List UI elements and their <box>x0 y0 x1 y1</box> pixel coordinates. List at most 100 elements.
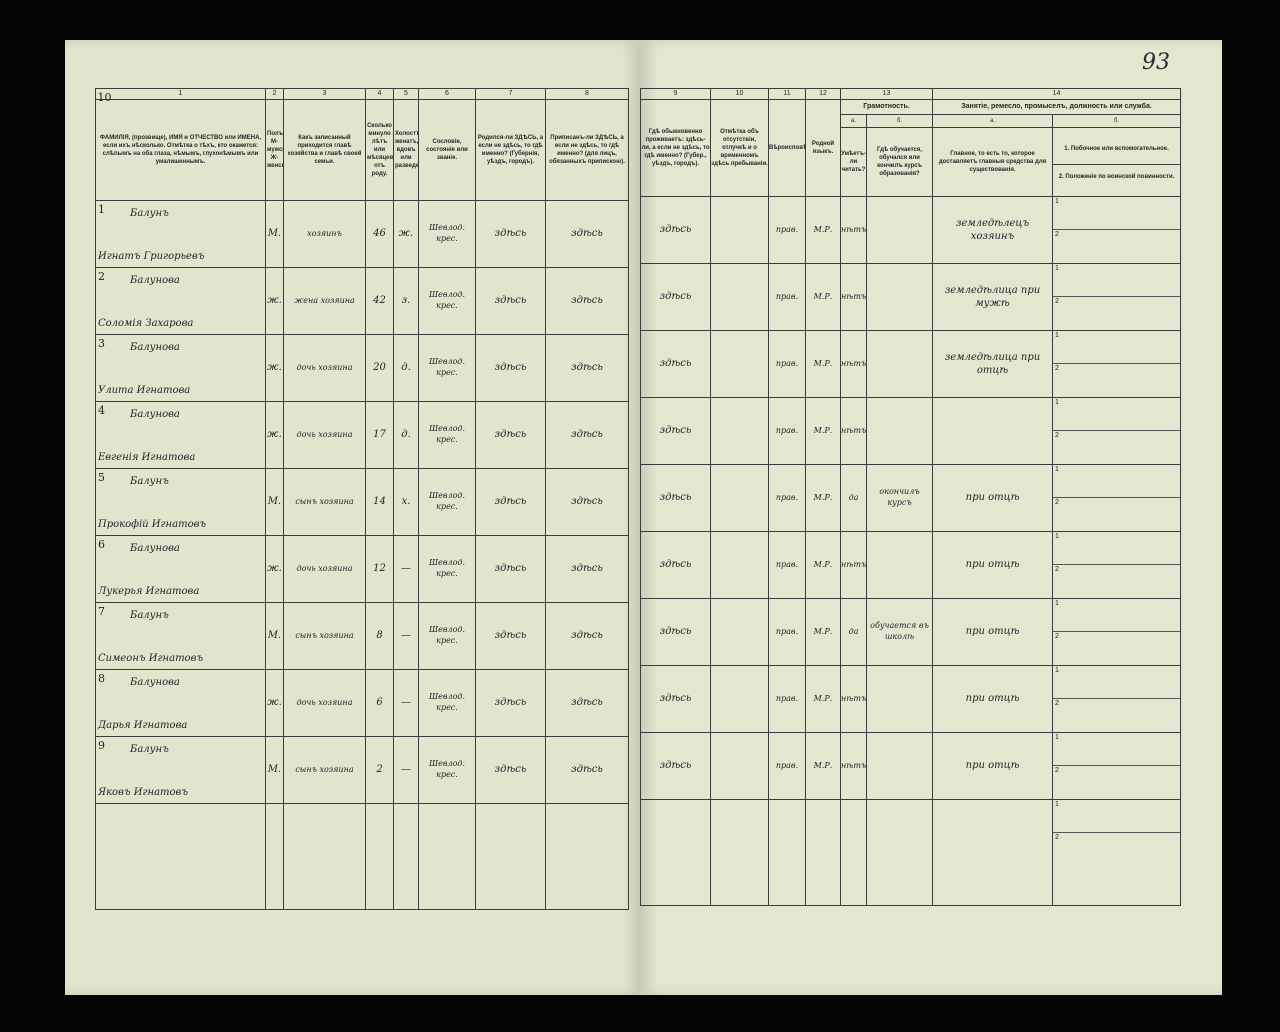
literate: нѣтъ <box>840 665 867 733</box>
marital-status: — <box>393 535 419 603</box>
language-text: М.Р. <box>813 693 833 703</box>
empty-cell <box>475 803 546 910</box>
table-row: 1 Балунъ Игнатъ Григорьевъ М. хозяинъ 46 ж. Шев… <box>95 200 629 268</box>
main-occupation-text: при отцѣ <box>965 693 1020 705</box>
column-header: Главное, то есть то, которое доставляетъ… <box>932 127 1054 197</box>
age: 2 <box>365 736 394 804</box>
age: 6 <box>365 669 394 737</box>
residence-text: здѣсь <box>659 693 692 705</box>
surname: Балунъ <box>130 610 169 621</box>
row-number: 8 <box>98 672 105 685</box>
sex: М. <box>265 468 284 536</box>
schooling <box>865 397 934 465</box>
birthplace-text: здѣсь <box>494 228 527 240</box>
registered-text: здѣсь <box>571 630 603 642</box>
absence <box>710 196 769 264</box>
right-page: 93 9 10 11 12 13 14 Гдѣ обыкновенно проживаетъ… <box>640 40 1222 995</box>
marital-status-text: д. <box>401 429 411 441</box>
sub-line-number: 1 <box>1053 399 1180 431</box>
residence-text: здѣсь <box>659 358 692 370</box>
birthplace: здѣсь <box>475 468 546 536</box>
row-number: 7 <box>98 605 105 618</box>
age-text: 20 <box>373 362 386 374</box>
registered-text: здѣсь <box>571 295 603 307</box>
empty-cell <box>545 803 629 910</box>
sex: М. <box>265 602 284 670</box>
registered-text: здѣсь <box>571 496 603 508</box>
name-cell: 9 Балунъ Яковъ Игнатовъ <box>95 736 266 804</box>
marital-status-text: з. <box>401 295 411 307</box>
surname: Балунова <box>130 677 180 688</box>
religion: прав. <box>768 665 806 733</box>
literate: нѣтъ <box>840 397 867 465</box>
empty-cell <box>418 803 476 910</box>
birthplace: здѣсь <box>475 602 546 670</box>
marital-status: ж. <box>393 200 419 268</box>
religion-text: прав. <box>775 291 799 301</box>
estate: Шевлод. крес. <box>418 468 476 536</box>
birthplace: здѣсь <box>475 334 546 402</box>
sex-text: ж. <box>267 697 282 709</box>
table-row: здѣсь прав. М.Р. нѣтъ земледѣлица при отцѣ 1 2 <box>640 330 1182 398</box>
registered: здѣсь <box>545 535 629 603</box>
residence-text: здѣсь <box>659 760 692 772</box>
table-row: 9 Балунъ Яковъ Игнатовъ М. сынъ хозяина 2 — Шев… <box>95 736 629 804</box>
birthplace: здѣсь <box>475 736 546 804</box>
religion: прав. <box>768 263 806 331</box>
column-subheader: б. <box>1052 114 1182 128</box>
sex: ж. <box>265 535 284 603</box>
sub-line-number: 2 <box>1055 298 1059 305</box>
language: М.Р. <box>805 531 841 599</box>
language: М.Р. <box>805 397 841 465</box>
column-header: Сколько минуло лѣтъ или мѣсяцевъ отъ род… <box>365 99 394 201</box>
table-row: здѣсь прав. М.Р. нѣтъ земледѣлица при мужѣ 1 2 <box>640 263 1182 331</box>
age: 20 <box>365 334 394 402</box>
literate-text: да <box>848 626 859 636</box>
residence: здѣсь <box>640 732 711 800</box>
language: М.Р. <box>805 464 841 532</box>
language: М.Р. <box>805 665 841 733</box>
sex-text: ж. <box>267 362 282 374</box>
age-text: 14 <box>373 496 386 508</box>
literate: нѣтъ <box>840 196 867 264</box>
literate-text: нѣтъ <box>841 224 867 234</box>
sex-text: М. <box>267 630 282 642</box>
table-row: 6 Балунова Лукерья Игнатова ж. дочь хозяина 1… <box>95 535 629 603</box>
empty-cell <box>710 799 769 906</box>
main-occupation: земледѣлица при отцѣ <box>932 330 1054 398</box>
literate-text: нѣтъ <box>841 358 867 368</box>
marital-status-text: д. <box>401 362 411 374</box>
empty-cell <box>932 799 1054 906</box>
column-header: Какъ записанный приходится главѣ хозяйст… <box>283 99 366 201</box>
main-occupation-text: земледѣлецъ хозяинъ <box>955 217 1030 243</box>
row-number: 2 <box>98 270 105 283</box>
absence <box>710 531 769 599</box>
relation: дочь хозяина <box>283 535 366 603</box>
birthplace-text: здѣсь <box>494 697 527 709</box>
given-name: Соломія Захарова <box>98 317 194 329</box>
literate-text: нѣтъ <box>841 760 867 770</box>
literate: да <box>840 464 867 532</box>
birthplace-text: здѣсь <box>494 429 527 441</box>
absence <box>710 665 769 733</box>
column-header: Отмѣтка объ отсутствіи, отлучкѣ и о врем… <box>710 99 769 197</box>
row-number: 3 <box>98 337 105 350</box>
main-occupation: земледѣлица при мужѣ <box>932 263 1054 331</box>
language-text: М.Р. <box>813 492 833 502</box>
marital-status-text: ж. <box>398 228 414 240</box>
language: М.Р. <box>805 196 841 264</box>
sub-line-number: 2 <box>1055 432 1059 439</box>
relation: хозяинъ <box>283 200 366 268</box>
registered: здѣсь <box>545 602 629 670</box>
estate: Шевлод. крес. <box>418 334 476 402</box>
relation: дочь хозяина <box>283 401 366 469</box>
religion: прав. <box>768 464 806 532</box>
registered: здѣсь <box>545 669 629 737</box>
birthplace: здѣсь <box>475 267 546 335</box>
given-name: Лукерья Игнатова <box>98 585 200 597</box>
schooling <box>865 196 934 264</box>
table-row: здѣсь прав. М.Р. да окончилъ курсъ при отцѣ 1 2 <box>640 464 1182 532</box>
